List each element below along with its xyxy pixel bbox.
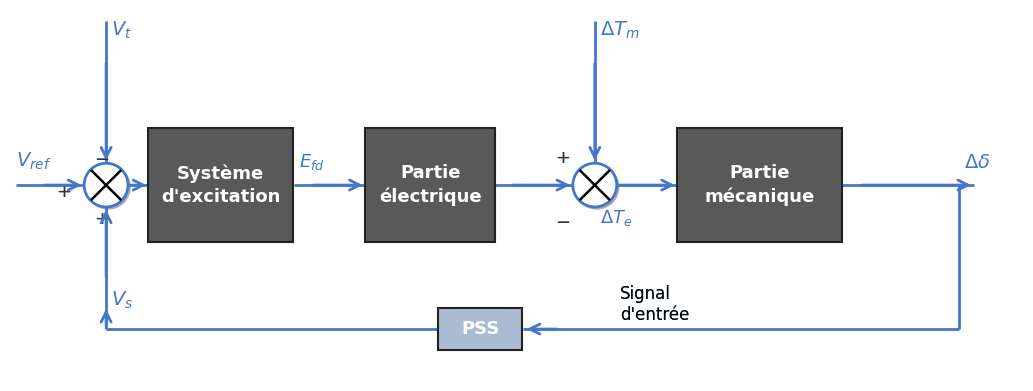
Text: Partie
mécanique: Partie mécanique [705, 164, 814, 206]
Text: $-$: $-$ [94, 149, 109, 167]
FancyBboxPatch shape [438, 308, 523, 350]
Text: PSS: PSS [461, 320, 499, 338]
Circle shape [573, 163, 617, 207]
Text: $V_{ref}$: $V_{ref}$ [17, 151, 53, 172]
Text: $+$: $+$ [94, 210, 109, 228]
Circle shape [84, 163, 128, 207]
Text: $\Delta\delta$: $\Delta\delta$ [964, 153, 991, 172]
FancyBboxPatch shape [149, 128, 293, 242]
Text: Signal
d'entrée: Signal d'entrée [620, 285, 689, 324]
Text: $+$: $+$ [555, 149, 570, 167]
Circle shape [86, 165, 130, 209]
Text: $V_s$: $V_s$ [112, 289, 133, 310]
Text: $-$: $-$ [555, 212, 570, 230]
FancyBboxPatch shape [366, 128, 495, 242]
Text: Partie
électrique: Partie électrique [379, 164, 481, 206]
Text: $+$: $+$ [56, 183, 71, 201]
Text: $-$: $-$ [555, 212, 570, 230]
Text: Système
d'excitation: Système d'excitation [161, 164, 281, 206]
FancyBboxPatch shape [677, 128, 842, 242]
Circle shape [574, 165, 619, 209]
Text: $\Delta T_e$: $\Delta T_e$ [600, 208, 632, 228]
Text: $+$: $+$ [555, 149, 570, 167]
Text: $+$: $+$ [56, 183, 71, 201]
Text: $-$: $-$ [94, 149, 109, 167]
Text: $+$: $+$ [94, 210, 109, 228]
Text: $E_{fd}$: $E_{fd}$ [299, 152, 324, 172]
Text: $V_t$: $V_t$ [112, 19, 132, 41]
Text: $\Delta T_m$: $\Delta T_m$ [600, 19, 639, 41]
Text: Signal
d'entrée: Signal d'entrée [620, 285, 689, 324]
